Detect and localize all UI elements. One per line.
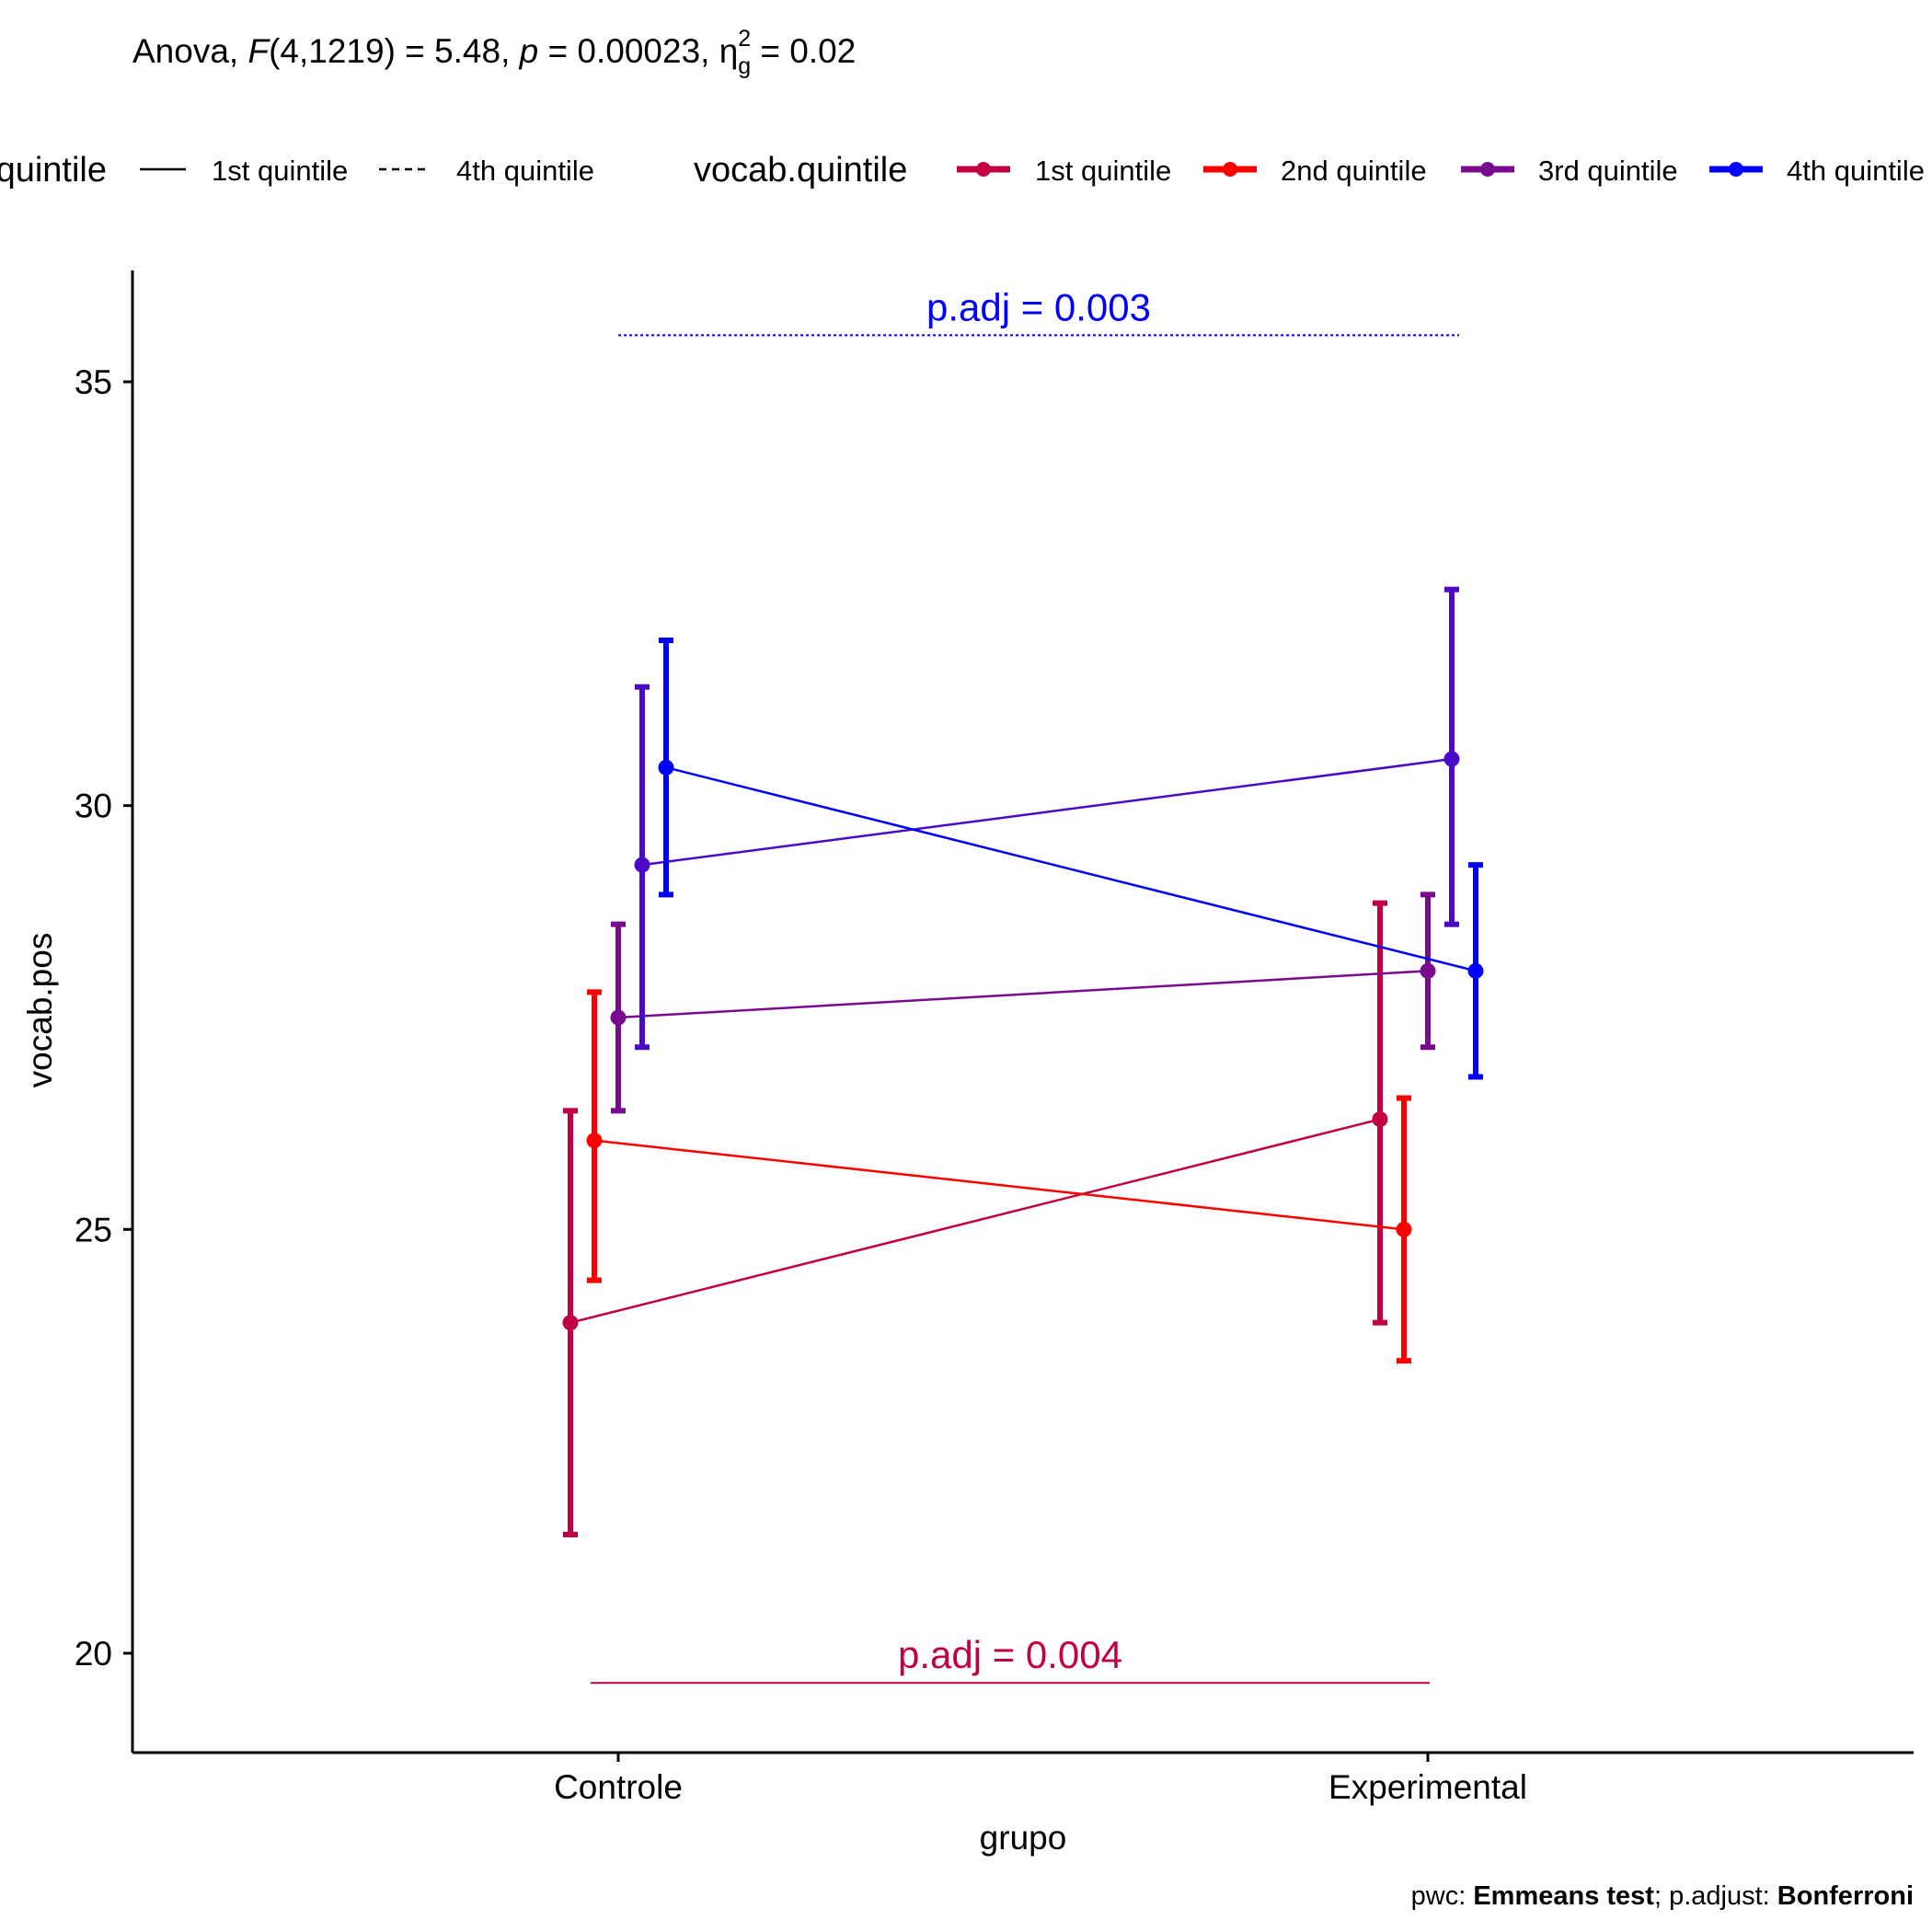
series-line-4 [665, 765, 1477, 972]
point-0-0 [562, 1315, 579, 1331]
legend-linetype-label-2: 4th quintile [456, 155, 594, 187]
series-line-3 [641, 757, 1453, 867]
legend-color-label-2: 3rd quintile [1538, 155, 1678, 187]
point-2-1 [1420, 962, 1436, 979]
series-3 [634, 586, 1460, 1051]
point-2-0 [610, 1009, 627, 1026]
series-4 [658, 638, 1484, 1080]
legend-linetype-title: vocab.quintile [0, 151, 107, 190]
legend-color: vocab.quintile 1st quintile 2nd quintile 3… [694, 151, 1925, 190]
title-f: F [247, 32, 270, 70]
y-tick-label-2: 30 [75, 788, 112, 825]
title-df: (4,1219) = 5.48, [269, 32, 520, 70]
title-eta: η [719, 32, 739, 70]
legend-color-label-3: 4th quintile [1787, 155, 1925, 187]
point-4-1 [1467, 962, 1484, 979]
y-axis-title: vocab.pos [21, 933, 59, 1088]
series-2 [610, 891, 1436, 1114]
caption: pwc: Emmeans test; p.adjust: Bonferroni [1411, 1881, 1914, 1911]
series-line-0 [569, 1118, 1381, 1324]
legend-color-title: vocab.quintile [694, 151, 907, 190]
series-layer [562, 586, 1484, 1538]
annotations: p.adj = 0.003 p.adj = 0.004 [591, 285, 1459, 1685]
x-axis: Controle Experimental grupo [132, 1751, 1914, 1857]
caption-pwc-value: Emmeans test [1473, 1881, 1654, 1911]
annotation-label-1: p.adj = 0.004 [898, 1633, 1122, 1676]
title-eta-sup: 2 [738, 26, 751, 52]
legend-color-label-0: 1st quintile [1035, 155, 1171, 187]
y-tick-label-0: 20 [75, 1635, 112, 1673]
x-tick-label-1: Experimental [1328, 1768, 1527, 1806]
point-0-1 [1372, 1111, 1388, 1128]
legend-color-label-1: 2nd quintile [1281, 155, 1427, 187]
point-3-1 [1443, 751, 1460, 767]
x-axis-title: grupo [980, 1819, 1067, 1857]
legend-linetype: vocab.quintile 1st quintile 4th quintile [0, 151, 594, 190]
point-3-0 [634, 857, 650, 873]
legend-linetype-label-1: 1st quintile [212, 155, 348, 187]
legend-color-key-dot-3 [1729, 162, 1743, 177]
legend-color-key-dot-2 [1480, 162, 1495, 177]
point-1-0 [586, 1133, 603, 1149]
point-4-0 [658, 759, 674, 776]
title-eta-value: = 0.02 [751, 32, 856, 70]
series-1 [586, 989, 1412, 1364]
caption-adjust-label: ; p.adjust: [1654, 1881, 1777, 1911]
series-line-1 [593, 1139, 1405, 1231]
y-tick-label-1: 25 [75, 1211, 112, 1248]
series-line-2 [617, 970, 1429, 1019]
title-p: p [519, 32, 539, 70]
title-prefix: Anova, [132, 32, 247, 70]
chart-title: Anova, F(4,1219) = 5.48, p = 0.00023, ηg… [132, 26, 856, 79]
legend-color-key-dot-0 [976, 162, 991, 177]
y-tick-label-3: 35 [75, 363, 112, 401]
point-1-1 [1396, 1221, 1412, 1237]
y-axis: 20 25 30 35 vocab.pos [21, 270, 134, 1753]
legend-color-key-dot-1 [1223, 162, 1237, 177]
caption-adjust-value: Bonferroni [1777, 1881, 1914, 1911]
title-p-value: = 0.00023, [538, 32, 719, 70]
title-eta-sub: g [738, 53, 751, 79]
x-tick-label-0: Controle [554, 1768, 683, 1806]
annotation-label-0: p.adj = 0.003 [926, 285, 1151, 328]
caption-pwc-label: pwc: [1411, 1881, 1474, 1911]
